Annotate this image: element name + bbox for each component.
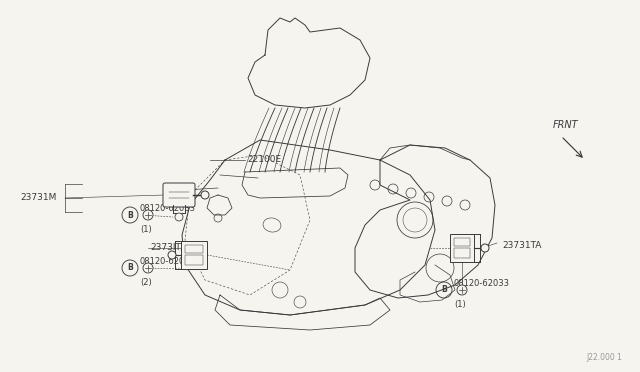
Text: 2373lT: 2373lT bbox=[150, 244, 181, 253]
Text: (2): (2) bbox=[140, 278, 152, 287]
FancyBboxPatch shape bbox=[163, 183, 195, 207]
Text: 23731M: 23731M bbox=[20, 193, 56, 202]
Text: B: B bbox=[441, 285, 447, 295]
Circle shape bbox=[201, 191, 209, 199]
Text: 08120-62033: 08120-62033 bbox=[454, 279, 510, 288]
Text: 08120-62033: 08120-62033 bbox=[140, 257, 196, 266]
Text: B: B bbox=[127, 211, 133, 219]
Text: (1): (1) bbox=[140, 225, 152, 234]
Bar bbox=[181, 241, 207, 269]
Circle shape bbox=[457, 285, 467, 295]
Circle shape bbox=[175, 213, 183, 221]
Text: J22.000 1: J22.000 1 bbox=[586, 353, 622, 362]
Text: FRNT: FRNT bbox=[553, 120, 579, 130]
Bar bbox=[454, 238, 470, 246]
Bar bbox=[450, 234, 474, 262]
Text: B: B bbox=[127, 263, 133, 273]
Text: (1): (1) bbox=[454, 300, 466, 309]
Circle shape bbox=[143, 210, 153, 220]
Text: 22100E: 22100E bbox=[247, 155, 281, 164]
Bar bbox=[185, 255, 203, 265]
Text: 23731TA: 23731TA bbox=[502, 241, 541, 250]
Circle shape bbox=[168, 251, 176, 259]
Bar bbox=[185, 245, 203, 253]
Text: 08120-62033: 08120-62033 bbox=[140, 204, 196, 213]
Bar bbox=[454, 248, 470, 258]
Circle shape bbox=[481, 244, 489, 252]
Circle shape bbox=[143, 263, 153, 273]
